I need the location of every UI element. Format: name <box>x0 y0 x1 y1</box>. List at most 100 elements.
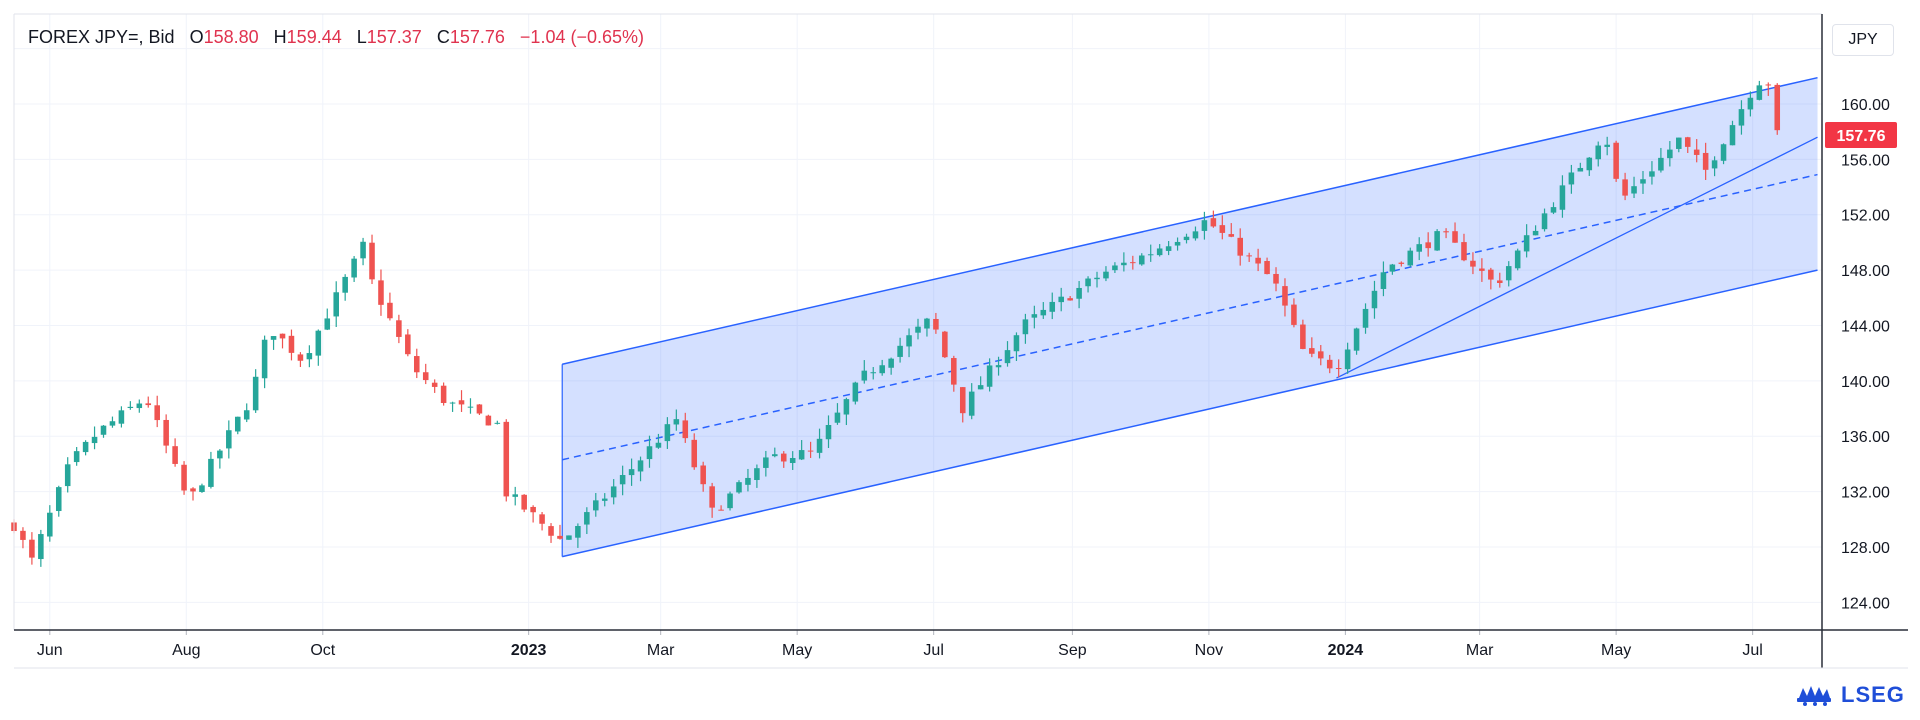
candle-body-up <box>1577 167 1584 172</box>
candle-body-up <box>109 421 116 426</box>
y-tick-label: 144.00 <box>1841 318 1890 335</box>
axis-tick-labels: 124.00 128.00 132.00 136.00 140.00 144.00 148.… <box>37 42 1890 659</box>
last-price-label: 157.76 <box>1837 128 1886 145</box>
candle-body-up <box>1559 185 1566 210</box>
x-tick-label: Aug <box>172 642 200 659</box>
candle-body-down <box>422 372 429 381</box>
low-label: L <box>356 27 367 47</box>
currency-button[interactable]: JPY <box>1832 24 1894 56</box>
x-tick-label: Mar <box>647 642 675 659</box>
candle-body-down <box>548 526 554 536</box>
candle-body-down <box>29 539 35 558</box>
candle-body-up <box>1049 301 1056 312</box>
candle-body-up <box>897 345 903 357</box>
candle-body-up <box>995 365 1002 368</box>
candle-body-up <box>127 406 134 408</box>
channel-lower-line <box>562 269 1818 558</box>
candle-body-up <box>1344 349 1351 370</box>
ohlc-legend: FOREX JPY=, Bid O158.80 H159.44 L157.37 … <box>28 27 654 48</box>
candle-body-down <box>413 356 420 373</box>
candle-body-down <box>700 465 706 485</box>
candle-body-down <box>503 421 510 497</box>
channel-fill <box>562 77 1818 557</box>
candle-body-up <box>1640 179 1646 184</box>
y-tick-label: 148.00 <box>1841 263 1890 280</box>
candle-body-up <box>73 451 80 463</box>
candle-body-up <box>333 292 339 317</box>
candle-body-up <box>664 424 671 442</box>
candle-body-down <box>440 385 447 403</box>
candle-body-down <box>485 415 492 426</box>
candle-body-down <box>1479 268 1485 271</box>
candle-body-up <box>906 335 912 347</box>
ticker-label: FOREX JPY=, Bid <box>28 27 175 47</box>
candle-body-up <box>646 446 653 460</box>
candle-body-down <box>1228 234 1235 237</box>
candle-body-up <box>924 318 930 329</box>
candle-body-up <box>1004 350 1011 364</box>
brand-name: LSEG <box>1841 682 1905 707</box>
candle-body-down <box>1470 260 1476 267</box>
candle-body-up <box>1747 97 1754 110</box>
candle-body-down <box>405 334 411 355</box>
x-tick-label: Jul <box>923 642 943 659</box>
candle-body-down <box>1317 351 1324 359</box>
candle-body-up <box>789 457 796 464</box>
candle-body-up <box>1112 265 1118 271</box>
candle-body-up <box>825 425 832 440</box>
candle-body-up <box>1121 262 1127 266</box>
candle-body-down <box>1684 137 1691 147</box>
candle-body-up <box>584 512 590 525</box>
y-tick-label: 132.00 <box>1841 485 1890 502</box>
candle-body-up <box>566 535 572 540</box>
candle-body-down <box>1765 84 1772 86</box>
candle-body-up <box>619 475 626 485</box>
candle-body-up <box>1514 250 1521 269</box>
y-tick-label: 156.00 <box>1841 152 1890 169</box>
candle-body-up <box>1658 157 1664 171</box>
y-tick-label: 136.00 <box>1841 429 1890 446</box>
candle-body-up <box>91 436 98 444</box>
open-label: O <box>189 27 204 47</box>
candle-body-up <box>494 422 501 424</box>
candles <box>11 80 1781 567</box>
x-tick-label: 2023 <box>511 642 547 659</box>
candle-body-up <box>270 336 277 340</box>
candle-body-down <box>709 486 715 508</box>
candle-body-up <box>1192 231 1199 239</box>
candle-body-up <box>342 276 348 293</box>
candle-body-down <box>1264 261 1270 275</box>
candle-body-down <box>145 403 152 406</box>
candle-body-down <box>521 494 527 510</box>
x-tick-label: Mar <box>1466 642 1494 659</box>
candle-body-down <box>682 420 689 439</box>
y-tick-label: 128.00 <box>1841 540 1890 557</box>
candle-body-up <box>1156 248 1163 256</box>
candle-body-down <box>279 333 286 339</box>
candle-body-up <box>1040 309 1047 316</box>
candle-body-down <box>1282 286 1288 306</box>
candle-body-up <box>968 391 975 416</box>
candle-body-up <box>449 402 456 404</box>
candle-body-down <box>1693 149 1700 155</box>
candle-body-up <box>306 353 313 360</box>
candle-body-down <box>539 514 545 524</box>
candle-body-up <box>1416 244 1423 252</box>
candle-body-up <box>1711 160 1718 169</box>
low-value: 157.37 <box>366 27 422 47</box>
open-value: 158.80 <box>203 27 259 47</box>
y-tick-label: 152.00 <box>1841 208 1890 225</box>
candle-body-up <box>1058 296 1064 303</box>
chart-axes <box>13 13 1908 669</box>
candle-body-up <box>861 370 868 381</box>
candle-body-up <box>226 430 232 449</box>
close-value: 157.76 <box>449 27 505 47</box>
candle-body-up <box>1756 85 1763 100</box>
candle-body-up <box>47 512 53 537</box>
candle-body-up <box>736 482 742 493</box>
candle-body-down <box>396 320 402 337</box>
candle-body-down <box>1461 242 1467 261</box>
candle-body-down <box>476 404 483 414</box>
